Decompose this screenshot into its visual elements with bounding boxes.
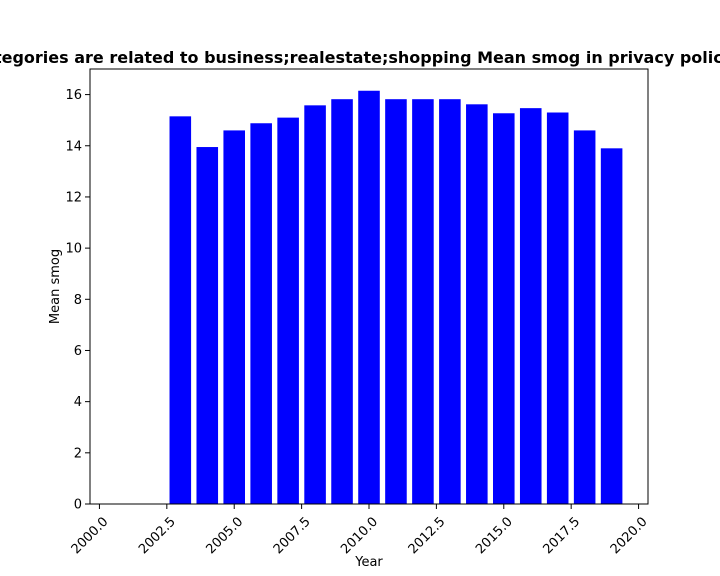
bar-2009 [331, 99, 353, 504]
bar-2017 [546, 112, 569, 504]
x-axis: 2000.0 2002.5 2005.0 2007.5 2010.0 2012.5 2015… [69, 504, 651, 557]
bar-2016 [519, 108, 542, 505]
x-tick-label: 2002.5 [136, 514, 179, 557]
bar-2015 [493, 113, 515, 505]
x-tick-label: 2005.0 [203, 514, 246, 557]
bar-2003 [169, 116, 192, 504]
x-tick-label: 2020.0 [608, 514, 651, 557]
bar-2019 [600, 148, 623, 504]
bar-2007 [277, 117, 299, 505]
y-tick-label: 10 [65, 242, 82, 257]
bar-2018 [573, 130, 596, 504]
bar-2006 [250, 123, 272, 504]
x-tick-label: 2010.0 [338, 514, 381, 557]
y-axis: 0 2 4 6 8 10 12 14 16 [65, 88, 90, 513]
y-tick-label: 16 [65, 88, 82, 103]
y-tick-label: 14 [65, 139, 82, 154]
y-tick-label: 4 [74, 395, 82, 410]
y-tick-label: 8 [74, 293, 82, 308]
bar-2013 [439, 99, 461, 504]
chart-title: Categories are related to business;reale… [0, 48, 720, 67]
bar-2011 [385, 99, 407, 504]
x-tick-label: 2000.0 [69, 514, 112, 557]
x-tick-label: 2015.0 [473, 514, 516, 557]
y-tick-label: 12 [65, 190, 82, 205]
x-tick-label: 2007.5 [271, 514, 314, 557]
bar-2014 [466, 104, 488, 504]
bar-2012 [412, 99, 434, 504]
y-tick-label: 6 [74, 344, 82, 359]
bar-2004 [196, 147, 219, 505]
bars-group [169, 90, 623, 505]
bar-2008 [304, 105, 326, 504]
x-tick-label: 2012.5 [406, 514, 449, 557]
x-axis-label: Year [354, 555, 383, 570]
y-tick-label: 2 [74, 446, 82, 461]
x-tick-label: 2017.5 [540, 514, 583, 557]
y-axis-label: Mean smog [48, 249, 63, 324]
bar-2010 [358, 90, 380, 504]
y-tick-label: 0 [74, 498, 82, 513]
bar-2005 [223, 130, 245, 504]
